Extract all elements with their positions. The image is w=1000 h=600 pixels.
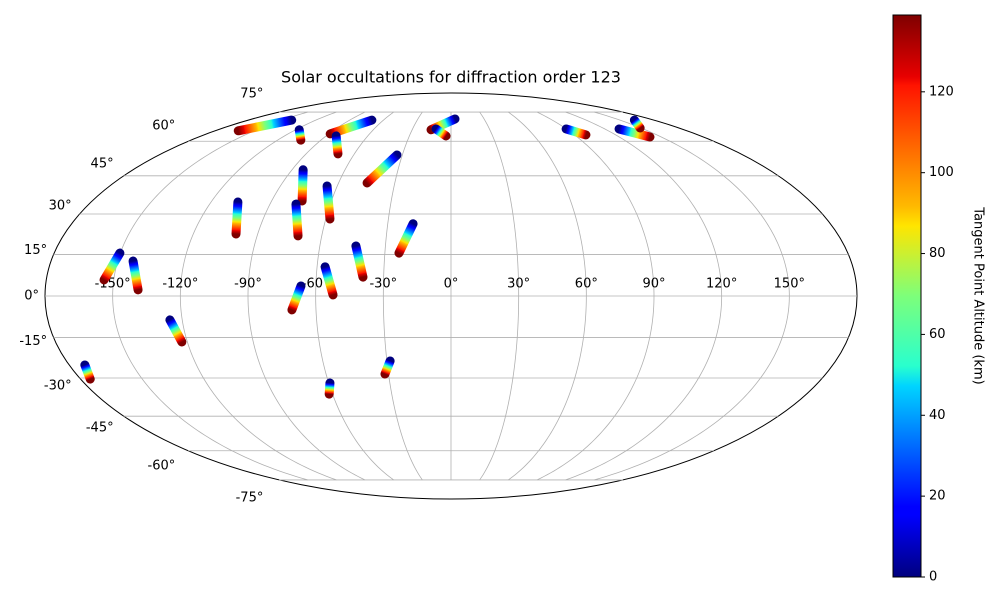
x-tick-label: 120° — [706, 277, 737, 292]
occultation-track — [99, 248, 125, 285]
occultation-track — [128, 256, 143, 295]
x-tick-label: -120° — [162, 277, 198, 292]
colorbar-tick-label: 80 — [929, 246, 946, 261]
occultation-track — [287, 281, 306, 315]
chart-title: Solar occultations for diffraction order… — [281, 68, 621, 87]
y-tick-label: -75° — [236, 491, 264, 506]
y-tick-label: -60° — [148, 459, 176, 474]
y-tick-label: 0° — [24, 289, 39, 304]
colorbar-tick-label: 20 — [929, 489, 946, 504]
colorbar-tick-label: 0 — [929, 570, 937, 585]
x-tick-label: 90° — [642, 277, 665, 292]
y-tick-label: -30° — [44, 379, 72, 394]
x-tick-label: 60° — [575, 277, 598, 292]
x-tick-label: 0° — [444, 277, 459, 292]
occultation-track — [380, 356, 395, 379]
occultation-track — [165, 315, 187, 347]
colorbar-label: Tangent Point Altitude (km) — [971, 206, 986, 384]
x-tick-label: 150° — [774, 277, 805, 292]
occultation-track — [291, 199, 303, 241]
x-tick-label: -60° — [302, 277, 330, 292]
occultation-track — [297, 165, 308, 206]
colorbar-tick-label: 100 — [929, 165, 954, 180]
y-tick-label: 45° — [91, 156, 114, 171]
colorbar — [892, 14, 922, 578]
occultation-track — [231, 197, 243, 239]
occultation-track — [394, 219, 418, 258]
occultation-track — [351, 241, 368, 282]
occultation-track — [324, 378, 335, 399]
occultation-track — [294, 125, 306, 145]
colorbar-tick-label: 60 — [929, 327, 946, 342]
y-tick-label: -45° — [86, 421, 114, 436]
colorbar-tick-label: 120 — [929, 84, 954, 99]
occultation-track — [331, 131, 343, 159]
y-tick-label: 30° — [49, 198, 72, 213]
x-tick-label: 30° — [507, 277, 530, 292]
x-tick-label: -30° — [369, 277, 397, 292]
colorbar-tick-label: 40 — [929, 408, 946, 423]
occultation-track — [614, 124, 655, 142]
y-tick-label: 75° — [240, 86, 263, 101]
y-tick-label: 60° — [152, 118, 175, 133]
y-tick-label: 15° — [24, 243, 47, 258]
occultation-track — [320, 262, 338, 300]
occultation-track — [233, 115, 297, 136]
occultation-track — [362, 150, 402, 188]
occultation-track — [80, 360, 95, 384]
occultation-track — [629, 115, 645, 133]
occultation-track — [431, 124, 451, 141]
occultation-track — [322, 181, 335, 224]
y-tick-label: -15° — [19, 334, 47, 349]
occultation-track — [561, 124, 591, 140]
x-tick-label: -90° — [234, 277, 262, 292]
